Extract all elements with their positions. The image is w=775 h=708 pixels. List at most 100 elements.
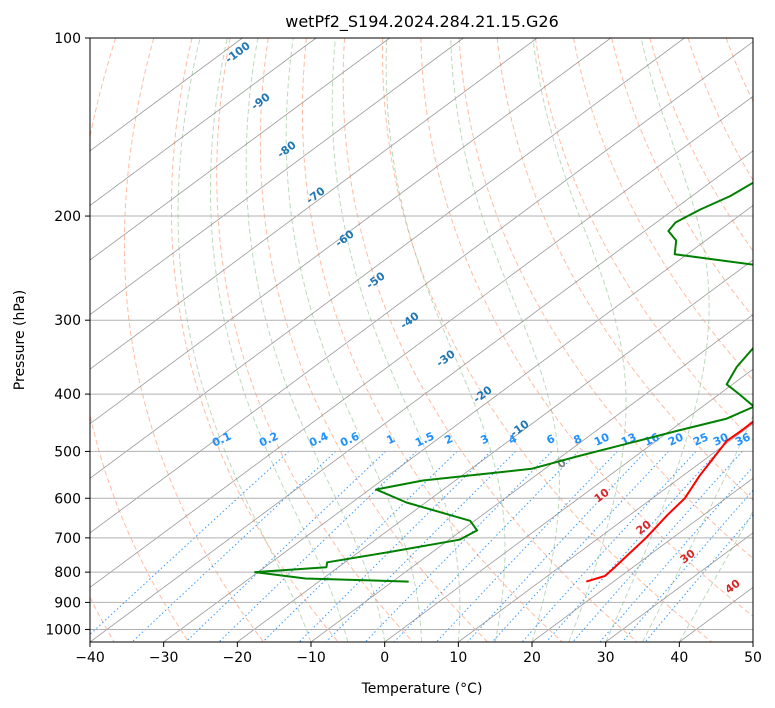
- y-tick-label: 500: [54, 444, 81, 460]
- mixing-ratio-label: 0.4: [307, 429, 330, 449]
- mixing-ratio-line: [491, 451, 669, 642]
- dry-adiabat: [764, 38, 775, 642]
- isotherm: [458, 423, 753, 642]
- dry-adiabat: [90, 596, 115, 642]
- dry-adiabat-label: 30: [678, 547, 698, 567]
- x-tick-label: 40: [670, 650, 688, 666]
- mixing-ratio-line: [521, 451, 697, 642]
- dry-adiabat: [123, 38, 264, 642]
- y-tick-label: 800: [54, 565, 81, 581]
- isotherm: [163, 204, 753, 642]
- x-tick-label: −10: [296, 650, 326, 666]
- isotherm: [90, 38, 390, 261]
- mixing-ratio-label: 36: [733, 430, 753, 448]
- dry-adiabat: [496, 38, 753, 501]
- dry-adiabat: [259, 38, 488, 642]
- dry-adiabat: [458, 38, 753, 560]
- dry-adiabat-label: -80: [275, 138, 299, 160]
- x-tick-label: 0: [380, 650, 389, 666]
- mixing-ratio-line: [545, 451, 719, 642]
- y-axis-label: Pressure (hPa): [12, 290, 28, 390]
- mixing-ratio-line: [298, 451, 492, 642]
- x-tick-label: −20: [223, 650, 253, 666]
- mixing-ratio-label: 30: [711, 430, 731, 448]
- isotherm: [90, 38, 611, 425]
- dry-adiabat-label: -20: [471, 383, 495, 405]
- dry-adiabat-label: -100: [223, 39, 253, 66]
- isotherm: [310, 314, 753, 642]
- isotherm: [90, 38, 685, 479]
- dry-adiabat: [534, 38, 753, 442]
- mixing-ratio-label: 0.1: [210, 430, 233, 450]
- dry-adiabat-label: 40: [723, 577, 743, 597]
- y-tick-label: 900: [54, 595, 81, 611]
- isotherm: [531, 477, 753, 642]
- moist-adiabat: [385, 38, 506, 642]
- isotherm: [90, 38, 538, 370]
- moist-adiabat: [678, 510, 753, 642]
- dry-adiabat-label: -40: [398, 309, 422, 331]
- dry-adiabat: [687, 38, 753, 182]
- mixing-ratio-line: [218, 451, 417, 642]
- mixing-ratio-line: [436, 451, 618, 642]
- dry-adiabat-label: 20: [634, 518, 654, 538]
- mixing-ratio-line: [262, 451, 458, 642]
- mixing-ratio-label: 20: [666, 430, 686, 448]
- y-tick-label: 100: [54, 31, 81, 47]
- isotherm: [605, 532, 753, 642]
- isotherm: [90, 95, 753, 588]
- chart-title: wetPf2_S194.2024.284.21.15.G26: [285, 12, 559, 32]
- isotherm: [752, 641, 753, 642]
- mixing-ratio-line: [644, 514, 753, 642]
- dry-adiabat: [611, 38, 753, 318]
- background-lines: [90, 38, 775, 642]
- mixing-ratio-line: [185, 451, 387, 642]
- mixing-ratio-label: 3: [479, 432, 491, 447]
- mixing-ratio-label: 2: [443, 432, 455, 447]
- dry-adiabat: [573, 38, 753, 381]
- moist-adiabat: [210, 38, 349, 642]
- x-tick-label: 10: [449, 650, 467, 666]
- moist-adiabat: [532, 38, 627, 642]
- x-tick-label: 30: [597, 650, 615, 666]
- dry-adiabat-label: -60: [333, 227, 357, 249]
- mixing-ratio-label: 25: [691, 430, 710, 448]
- mixing-ratio-label: 10: [592, 430, 612, 448]
- y-tick-label: 1000: [45, 622, 81, 638]
- dry-adiabat-label: -30: [434, 347, 458, 369]
- series-line-1: [254, 181, 753, 583]
- dry-adiabat: [420, 38, 753, 617]
- mixing-ratio-line: [131, 451, 337, 642]
- x-tick-label: −40: [75, 650, 105, 666]
- mixing-ratio-label: 0.2: [257, 430, 280, 450]
- isotherm: [237, 259, 753, 642]
- isotherm: [679, 586, 753, 642]
- mixing-ratio-label: 1.5: [413, 430, 436, 450]
- isotherm: [90, 41, 753, 534]
- isotherm: [90, 38, 317, 206]
- dry-adiabat-label: -90: [249, 90, 273, 112]
- moist-adiabat: [331, 38, 461, 642]
- moist-adiabat: [605, 38, 710, 642]
- isotherm: [90, 38, 243, 152]
- isotherm: [90, 150, 753, 642]
- dry-adiabat: [216, 38, 414, 642]
- mixing-ratio-line: [90, 451, 290, 636]
- y-tick-label: 400: [54, 387, 81, 403]
- dry-adiabat: [342, 38, 638, 642]
- moist-adiabat: [177, 38, 312, 642]
- x-axis: −40 −30 −20 −10 0 10 20 30 40 50: [75, 642, 762, 666]
- y-tick-label: 600: [54, 491, 81, 507]
- x-tick-label: −30: [149, 650, 179, 666]
- moist-adiabat: [285, 38, 422, 642]
- mixing-ratio-label: 1: [385, 432, 397, 447]
- mixing-ratio-line: [364, 451, 553, 642]
- dry-adiabat: [382, 38, 713, 642]
- background-line-labels: -100-90-80-70-60-50-40-30-20-10010203040…: [210, 39, 753, 596]
- series-line-0: [586, 420, 753, 583]
- mixing-ratio-line: [622, 489, 753, 642]
- x-tick-label: 20: [523, 650, 541, 666]
- dry-adiabat: [725, 38, 753, 103]
- dry-adiabat: [302, 38, 563, 642]
